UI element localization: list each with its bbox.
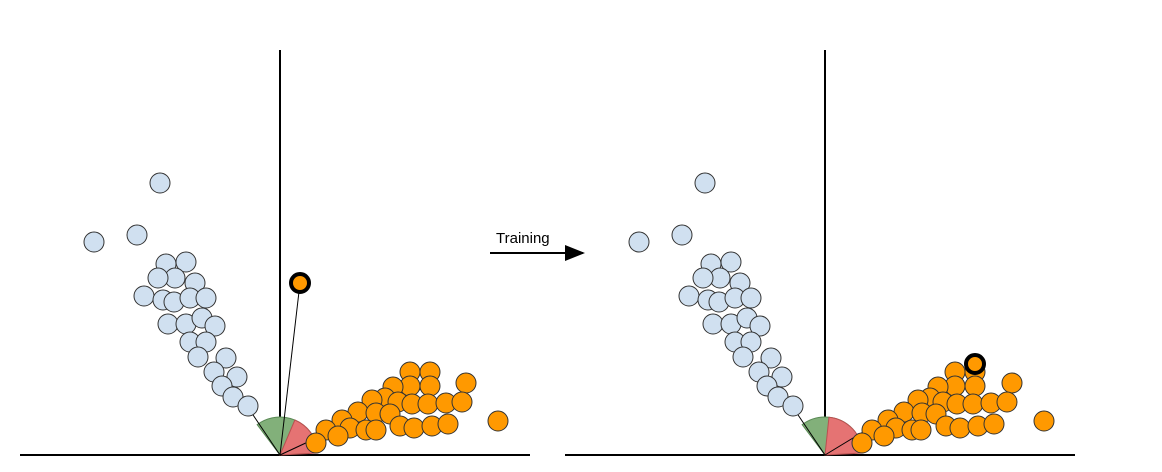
class-a-point <box>732 346 754 368</box>
class-a-point <box>83 231 105 253</box>
class-a-point <box>187 346 209 368</box>
left-panel <box>20 50 530 456</box>
class-b-point <box>851 432 873 454</box>
class-b-point <box>365 419 387 441</box>
class-b-point <box>949 417 971 439</box>
class-b-point <box>983 413 1005 435</box>
class-a-point <box>147 267 169 289</box>
class-a-point <box>204 315 226 337</box>
class-b-point <box>455 372 477 394</box>
class-b-point <box>1033 410 1055 432</box>
class-b-point <box>419 375 441 397</box>
class-b-point <box>451 391 473 413</box>
class-b-point <box>437 413 459 435</box>
highlighted-point <box>964 353 986 375</box>
training-label: Training <box>496 230 550 247</box>
class-a-point <box>694 172 716 194</box>
class-a-point <box>740 287 762 309</box>
class-a-point <box>692 267 714 289</box>
class-b-point <box>403 417 425 439</box>
class-b-point <box>487 410 509 432</box>
class-b-point <box>964 375 986 397</box>
class-a-point <box>157 313 179 335</box>
right-panel <box>565 50 1075 456</box>
highlighted-point <box>289 272 311 294</box>
class-a-point <box>126 224 148 246</box>
class-a-point <box>760 347 782 369</box>
class-b-point <box>873 425 895 447</box>
class-a-point <box>671 224 693 246</box>
class-a-point <box>133 285 155 307</box>
class-b-point <box>962 393 984 415</box>
class-b-point <box>327 425 349 447</box>
class-a-point <box>215 347 237 369</box>
class-b-point <box>305 432 327 454</box>
class-a-point <box>195 287 217 309</box>
class-a-point <box>149 172 171 194</box>
class-b-point <box>1001 372 1023 394</box>
class-b-point <box>996 391 1018 413</box>
class-a-point <box>782 395 804 417</box>
right-points <box>628 172 1055 454</box>
class-a-point <box>702 313 724 335</box>
class-b-point <box>910 419 932 441</box>
class-a-point <box>678 285 700 307</box>
class-a-point <box>628 231 650 253</box>
left-highlight-ray <box>279 282 301 456</box>
class-a-point <box>749 315 771 337</box>
left-points <box>83 172 509 454</box>
class-b-point <box>417 393 439 415</box>
class-a-point <box>237 395 259 417</box>
